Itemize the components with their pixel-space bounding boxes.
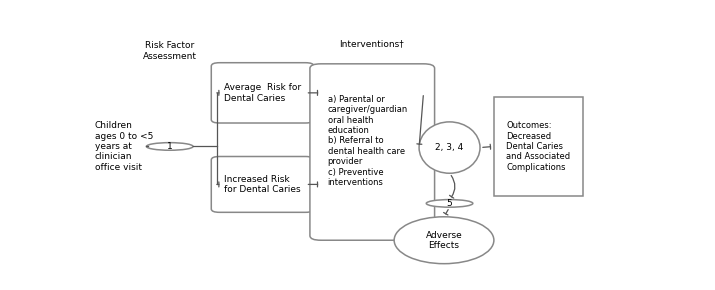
Ellipse shape — [419, 122, 480, 173]
Ellipse shape — [394, 217, 494, 264]
FancyBboxPatch shape — [310, 64, 435, 240]
Text: Children
ages 0 to <5
years at
clinician
office visit: Children ages 0 to <5 years at clinician… — [95, 121, 153, 172]
Bar — [494, 97, 583, 195]
FancyBboxPatch shape — [212, 63, 314, 123]
Text: Adverse
Effects: Adverse Effects — [425, 231, 463, 250]
Text: 2, 3, 4: 2, 3, 4 — [435, 143, 464, 152]
Ellipse shape — [147, 143, 193, 150]
Text: 1: 1 — [167, 142, 172, 151]
Text: Increased Risk
for Dental Caries: Increased Risk for Dental Caries — [225, 175, 301, 194]
Text: Interventions†: Interventions† — [340, 39, 405, 48]
Text: Risk Factor
Assessment: Risk Factor Assessment — [143, 41, 197, 61]
Ellipse shape — [426, 200, 473, 207]
Text: 5: 5 — [447, 199, 453, 208]
Text: Average  Risk for
Dental Caries: Average Risk for Dental Caries — [224, 83, 301, 103]
FancyBboxPatch shape — [212, 157, 314, 212]
Text: a) Parental or
caregiver/guardian
oral health
education
b) Referral to
dental he: a) Parental or caregiver/guardian oral h… — [327, 95, 408, 187]
Text: Outcomes:
Decreased
Dental Caries
and Associated
Complications: Outcomes: Decreased Dental Caries and As… — [506, 121, 571, 172]
